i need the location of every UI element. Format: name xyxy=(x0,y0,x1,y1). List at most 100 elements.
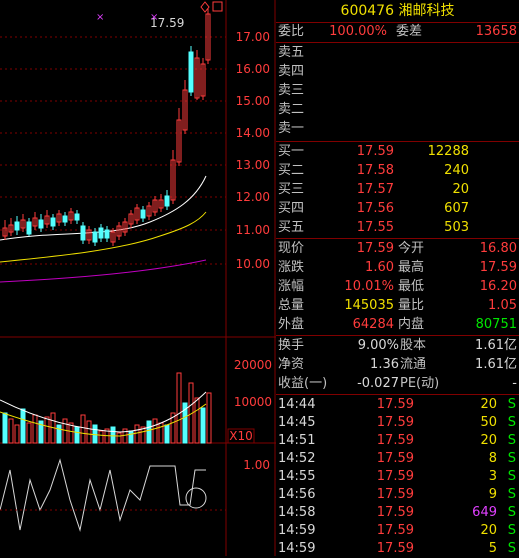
buy-level-volume: 240 xyxy=(444,163,469,178)
candle-body xyxy=(32,217,38,227)
buy-level-price: 17.57 xyxy=(356,182,394,197)
volume-bar xyxy=(32,414,38,444)
tick-price: 17.59 xyxy=(376,523,414,538)
tick-side: S xyxy=(507,541,516,556)
stat-label: 股本 xyxy=(400,338,427,353)
tick-volume: 9 xyxy=(488,487,497,502)
stock-code: 600476 xyxy=(340,3,394,19)
volume-bar xyxy=(8,418,14,444)
volume-bar xyxy=(176,372,182,444)
tick-volume: 20 xyxy=(480,523,497,538)
tick-volume: 20 xyxy=(480,397,497,412)
tick-row[interactable]: 14:51 17.59 20 S xyxy=(276,432,519,450)
quote-label: 今开 xyxy=(398,241,425,256)
quote-label: 涨跌 xyxy=(278,260,305,275)
candle-body xyxy=(50,217,56,227)
tick-volume: 50 xyxy=(480,415,497,430)
sell-level-label: 卖二 xyxy=(278,102,305,117)
volume-bar xyxy=(80,414,86,444)
candle-body xyxy=(122,221,128,233)
tick-time: 14:59 xyxy=(278,523,316,538)
tick-row[interactable]: 14:59 17.59 5 S xyxy=(276,540,519,558)
tick-time: 14:52 xyxy=(278,451,316,466)
candle-body xyxy=(146,205,152,217)
volume-bar xyxy=(164,424,170,444)
quote-value: 16.80 xyxy=(479,241,517,256)
stat-value: 1.61亿 xyxy=(475,357,517,372)
quote-label: 总量 xyxy=(278,298,305,313)
candle-body xyxy=(26,221,32,235)
tick-side: S xyxy=(507,415,516,430)
order-diff-value: 13658 xyxy=(475,24,517,39)
tick-row[interactable]: 14:44 17.59 20 S xyxy=(276,396,519,414)
candle-body xyxy=(80,225,86,241)
candle-body xyxy=(62,215,68,223)
quote-value: 17.59 xyxy=(356,241,394,256)
price-tick: 12.00 xyxy=(236,190,270,204)
tick-price: 17.59 xyxy=(376,487,414,502)
stat-label: 换手 xyxy=(278,338,305,353)
tick-price: 17.59 xyxy=(376,433,414,448)
volume-bar xyxy=(98,430,104,444)
tick-time: 14:51 xyxy=(278,433,316,448)
quote-value: 64284 xyxy=(352,317,394,332)
tick-row[interactable]: 14:56 17.59 9 S xyxy=(276,486,519,504)
tick-row[interactable]: 14:58 17.59 649 S xyxy=(276,504,519,522)
candle-body xyxy=(8,224,14,233)
candle-body xyxy=(194,57,200,99)
volume-bar xyxy=(134,424,140,444)
sell-level-label: 卖五 xyxy=(278,45,305,60)
candle-body xyxy=(44,215,50,225)
volume-bar xyxy=(146,420,152,444)
candle-body xyxy=(56,213,62,223)
tick-side: S xyxy=(507,487,516,502)
tick-price: 17.59 xyxy=(376,541,414,556)
divider xyxy=(276,141,519,142)
tick-row[interactable]: 14:52 17.59 8 S xyxy=(276,450,519,468)
stat-label: 流通 xyxy=(400,357,427,372)
candle-body xyxy=(92,231,98,243)
buy-level-price: 17.58 xyxy=(356,163,394,178)
price-tick: 14.00 xyxy=(236,126,270,140)
buy-level-row[interactable]: 买四 17.56 607 xyxy=(276,200,519,218)
candle-body xyxy=(200,63,206,97)
tick-row[interactable]: 14:55 17.59 3 S xyxy=(276,468,519,486)
quote-label: 涨幅 xyxy=(278,279,305,294)
candle-body xyxy=(164,195,170,207)
tick-side: S xyxy=(507,397,516,412)
candle-body xyxy=(86,229,92,241)
volume-bar xyxy=(62,418,68,444)
tick-row[interactable]: 14:59 17.59 20 S xyxy=(276,522,519,540)
volume-bar xyxy=(206,392,212,444)
volume-bar xyxy=(92,424,98,444)
tick-time: 14:59 xyxy=(278,541,316,556)
indicator-tick: 1.00 xyxy=(243,458,270,472)
stat-value: -0.027 xyxy=(357,376,399,391)
candle-body xyxy=(116,225,122,237)
volume-bar xyxy=(38,420,44,444)
buy-level-row[interactable]: 买二 17.58 240 xyxy=(276,162,519,180)
volume-bar xyxy=(116,432,122,444)
buy-level-row[interactable]: 买一 17.59 12288 xyxy=(276,143,519,161)
divider xyxy=(276,335,519,336)
tick-price: 17.59 xyxy=(376,415,414,430)
tick-row[interactable]: 14:45 17.59 50 S xyxy=(276,414,519,432)
quote-label: 外盘 xyxy=(278,317,305,332)
tick-price: 17.59 xyxy=(376,397,414,412)
quote-value: 10.01% xyxy=(344,279,394,294)
signal-circle-icon xyxy=(185,487,207,509)
tick-volume: 5 xyxy=(488,541,497,556)
tick-time: 14:44 xyxy=(278,397,316,412)
stock-name: 湘邮科技 xyxy=(398,3,455,19)
buy-level-volume: 607 xyxy=(444,201,469,216)
stock-title: 600476 湘邮科技 xyxy=(276,0,519,22)
stat-value: 9.00% xyxy=(357,338,399,353)
volume-bars xyxy=(0,372,212,444)
candle-body xyxy=(158,199,164,209)
volume-bar xyxy=(20,408,26,444)
volume-bar xyxy=(74,426,80,444)
buy-level-row[interactable]: 买三 17.57 20 xyxy=(276,181,519,199)
candle-body xyxy=(38,219,44,229)
buy-level-row[interactable]: 买五 17.55 503 xyxy=(276,219,519,237)
